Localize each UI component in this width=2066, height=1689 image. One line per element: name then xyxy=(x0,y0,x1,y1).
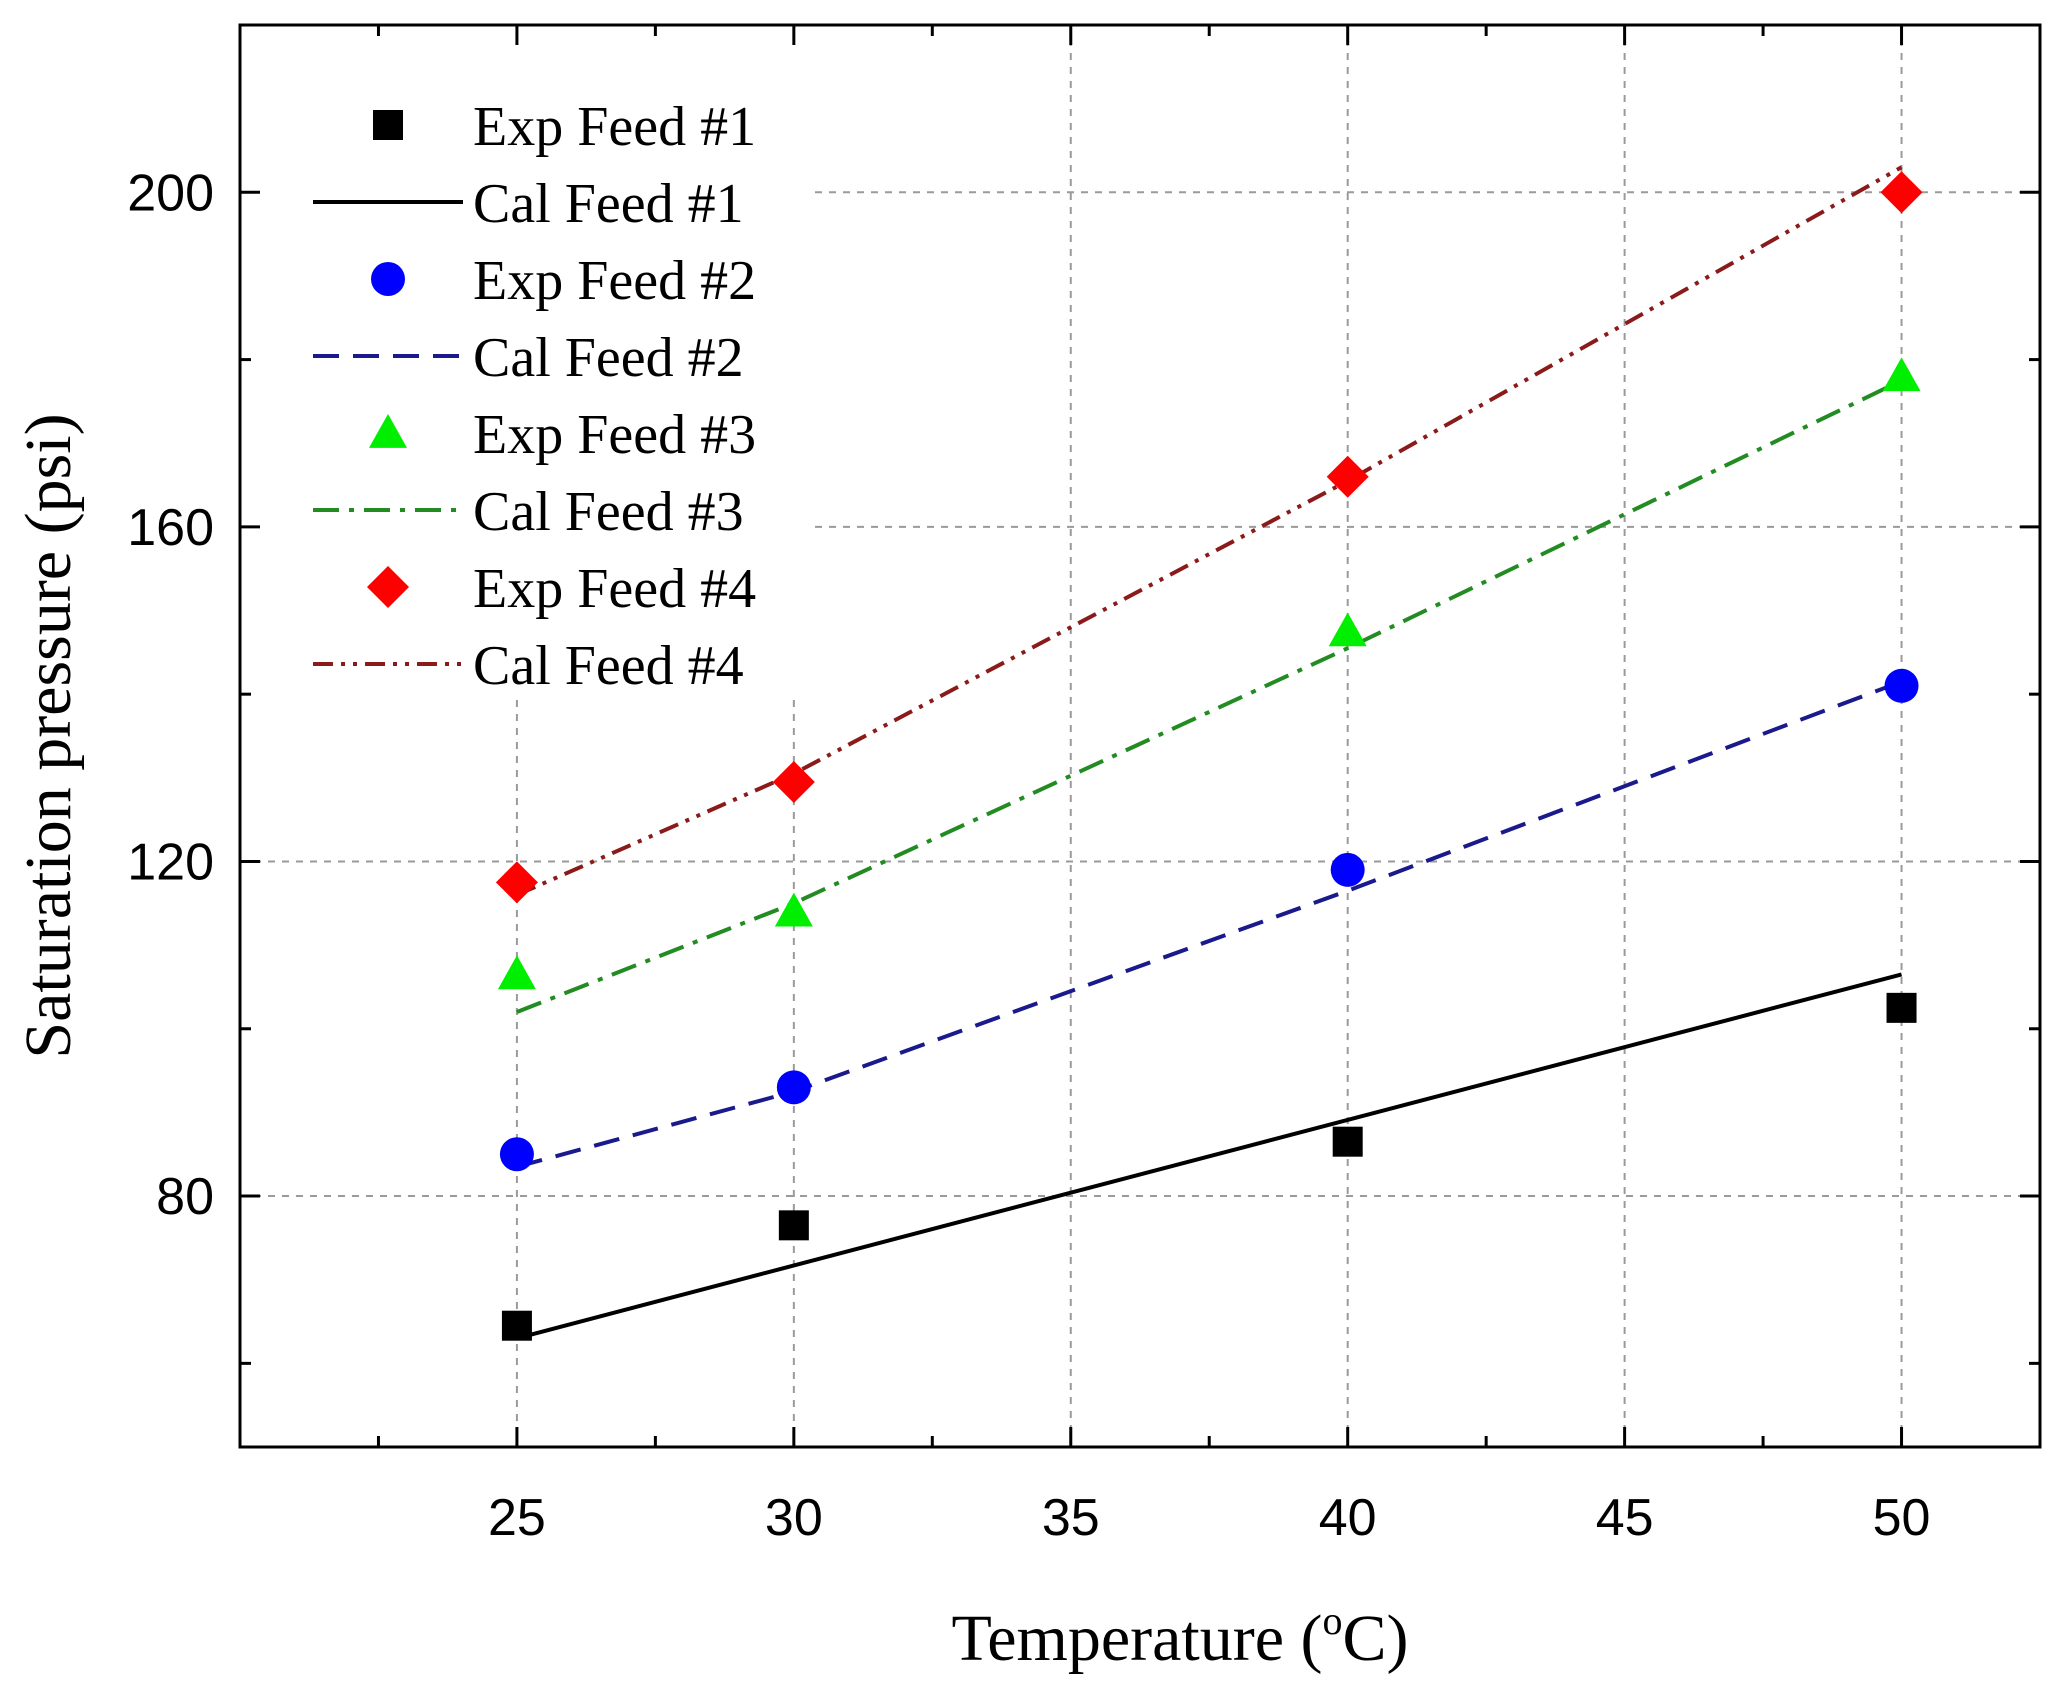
series-line-8 xyxy=(516,165,1903,897)
series-line-2 xyxy=(516,972,1903,1341)
series-line-4 xyxy=(516,679,1903,1169)
data-point-3 xyxy=(1884,668,1919,703)
data-point-1 xyxy=(1886,992,1917,1023)
y-tick-label: 160 xyxy=(127,499,214,557)
legend-label: Exp Feed #4 xyxy=(473,558,756,620)
data-point-1 xyxy=(778,1210,809,1241)
data-point-3 xyxy=(776,1070,811,1105)
data-point-5 xyxy=(1328,612,1367,647)
data-point-7 xyxy=(495,861,538,904)
y-tick-label: 120 xyxy=(127,833,214,891)
legend-label: Cal Feed #4 xyxy=(473,635,744,697)
data-point-5 xyxy=(497,955,536,990)
data-point-1 xyxy=(1332,1126,1363,1157)
legend-label: Cal Feed #1 xyxy=(473,173,744,235)
data-point-3 xyxy=(1330,852,1365,887)
series-layer xyxy=(495,165,1923,1341)
x-tick-label: 35 xyxy=(1042,1489,1100,1547)
data-point-1 xyxy=(501,1310,532,1341)
x-tick-label: 50 xyxy=(1873,1489,1931,1547)
data-point-5 xyxy=(1882,357,1921,392)
legend-label: Exp Feed #3 xyxy=(473,404,756,466)
data-point-3 xyxy=(499,1137,534,1172)
x-axis-title-superscript: o xyxy=(1323,1598,1343,1643)
plot-frame xyxy=(238,23,2042,1449)
y-tick-label: 200 xyxy=(127,164,214,222)
data-point-7 xyxy=(1880,171,1923,214)
legend-label: Cal Feed #3 xyxy=(473,481,744,543)
legend-symbol-1 xyxy=(373,110,403,140)
x-axis-title-suffix: C) xyxy=(1343,1602,1409,1675)
data-point-7 xyxy=(772,761,815,804)
x-tick-label: 45 xyxy=(1596,1489,1654,1547)
x-tick-label: 25 xyxy=(488,1489,546,1547)
legend: Exp Feed #1 Cal Feed #1 Exp Feed #2 Cal Fee… xyxy=(313,96,756,697)
x-axis-title: Temperature (oC) xyxy=(952,1598,1409,1675)
y-axis-title: Saturation pressure (psi) xyxy=(12,413,85,1058)
x-tick-label: 30 xyxy=(765,1489,823,1547)
y-tick-label: 80 xyxy=(156,1168,214,1226)
legend-symbol-3 xyxy=(371,262,405,296)
legend-label: Cal Feed #2 xyxy=(473,327,744,389)
x-axis-title-main: Temperature ( xyxy=(952,1602,1323,1675)
x-tick-label: 40 xyxy=(1319,1489,1377,1547)
legend-label: Exp Feed #2 xyxy=(473,250,756,312)
legend-symbol-5 xyxy=(369,414,407,448)
data-point-7 xyxy=(1326,455,1369,498)
legend-symbol-7 xyxy=(367,566,409,608)
data-point-5 xyxy=(774,892,813,927)
legend-label: Exp Feed #1 xyxy=(473,96,756,158)
axes: 25 30 35 40 45 50 80 120 160 200 xyxy=(127,23,2042,1547)
